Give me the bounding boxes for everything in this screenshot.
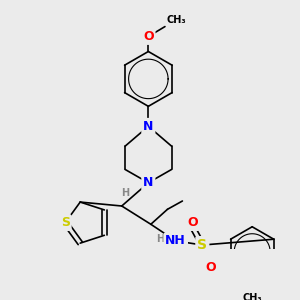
Text: NH: NH [165,234,186,248]
Text: O: O [187,216,198,229]
Text: N: N [143,120,154,133]
Text: H: H [156,234,164,244]
Text: CH₃: CH₃ [242,293,262,300]
Text: S: S [197,238,207,252]
Text: S: S [61,216,70,229]
Text: CH₃: CH₃ [167,15,186,25]
Text: O: O [205,261,216,274]
Text: H: H [121,188,129,198]
Text: N: N [143,176,154,189]
Text: O: O [143,30,154,43]
